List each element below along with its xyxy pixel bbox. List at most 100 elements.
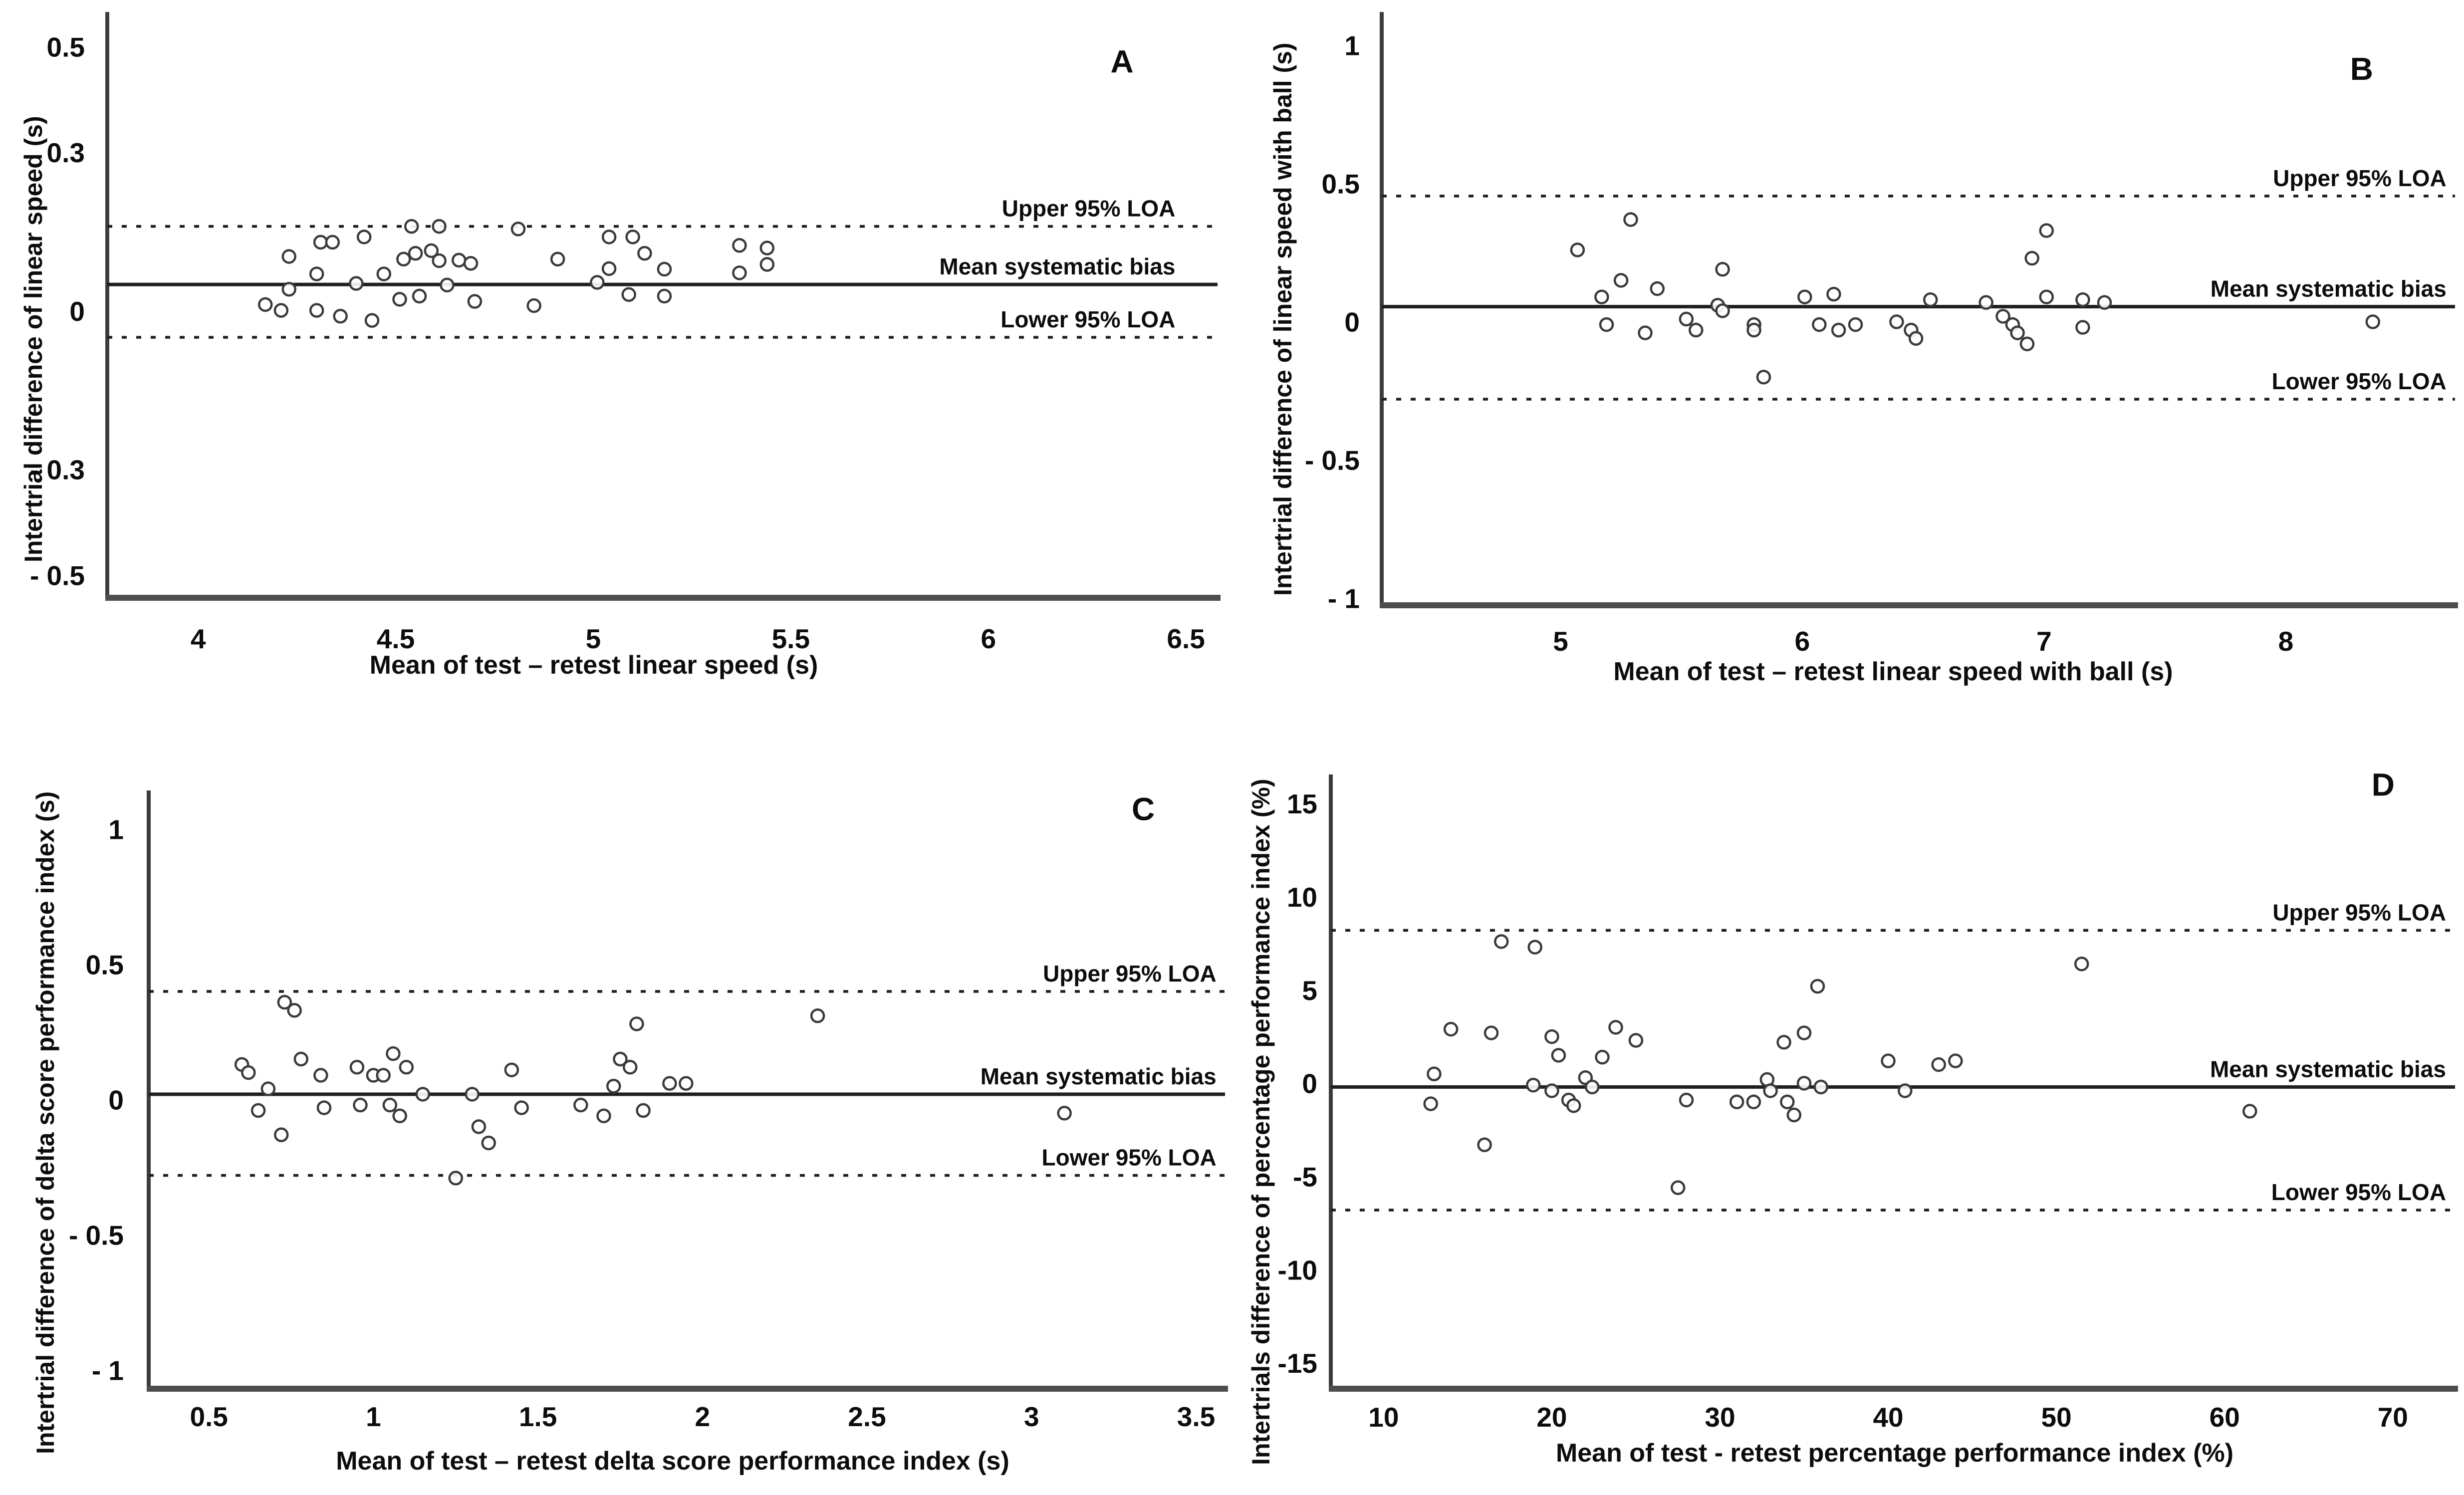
data-point xyxy=(287,1003,302,1018)
y-tick-label: 1 xyxy=(108,814,124,845)
data-point xyxy=(432,253,447,268)
x-tick-label: 10 xyxy=(1368,1402,1399,1433)
y-tick-label: - 1 xyxy=(1328,583,1360,614)
data-point xyxy=(514,1100,529,1115)
data-point xyxy=(364,313,380,328)
data-point xyxy=(1715,261,1730,277)
data-point xyxy=(2039,223,2054,238)
data-point xyxy=(621,287,636,302)
x-tick-label: 5 xyxy=(1553,626,1568,657)
data-point xyxy=(1623,212,1638,227)
y-tick-label: 0.5 xyxy=(86,949,124,980)
data-point xyxy=(662,1076,677,1091)
y-axis-spine xyxy=(1380,12,1384,605)
data-point xyxy=(412,288,427,304)
y-tick-label: 1 xyxy=(1344,30,1360,61)
data-point xyxy=(293,1051,309,1067)
data-point xyxy=(1763,1083,1778,1098)
data-point xyxy=(316,1100,332,1115)
data-point xyxy=(1544,1083,1559,1098)
y-tick-label: -5 xyxy=(1293,1162,1317,1193)
data-point xyxy=(1594,289,1609,304)
data-point xyxy=(1608,1020,1623,1035)
x-tick-label: 50 xyxy=(2041,1402,2072,1433)
x-axis-spine xyxy=(147,1386,1228,1392)
data-point xyxy=(550,251,565,267)
y-tick-label: 5 xyxy=(1302,975,1317,1006)
x-axis-spine xyxy=(105,595,1221,601)
data-point xyxy=(1628,1033,1644,1048)
panel-b-plot: Upper 95% LOA Mean systematic bias Lower 9… xyxy=(1305,12,2458,657)
data-point xyxy=(1848,317,1863,332)
data-point xyxy=(1494,934,1509,949)
data-point xyxy=(313,235,328,250)
data-point xyxy=(353,1097,368,1113)
data-point xyxy=(1566,1098,1581,1113)
data-point xyxy=(465,1087,480,1102)
x-tick-label: 7 xyxy=(2036,626,2052,657)
data-point xyxy=(273,303,289,318)
data-point xyxy=(349,276,364,291)
data-point xyxy=(2075,292,2090,307)
data-point xyxy=(1057,1106,1072,1121)
lower-loa-label: Lower 95% LOA xyxy=(2271,1179,2446,1205)
data-point xyxy=(1776,1034,1791,1050)
data-point xyxy=(382,1097,398,1113)
data-point xyxy=(759,257,775,272)
data-point xyxy=(1881,1053,1896,1068)
data-point xyxy=(1796,1076,1812,1091)
y-tick-label: 0.5 xyxy=(47,31,85,62)
panel-a-plot: Upper 95% LOA Mean systematic bias Lower 9… xyxy=(30,12,1221,654)
data-point xyxy=(1585,1079,1600,1095)
data-point xyxy=(1812,317,1827,332)
panel-a-y-axis-title: Intertrial difference of linear speed (s… xyxy=(19,116,47,563)
data-point xyxy=(1477,1137,1492,1152)
data-point xyxy=(679,1076,694,1091)
x-axis-spine xyxy=(1329,1386,2458,1392)
data-point xyxy=(636,1103,651,1118)
data-point xyxy=(573,1097,588,1113)
data-point xyxy=(415,1087,431,1102)
x-tick-label: 60 xyxy=(2210,1402,2240,1433)
data-point xyxy=(2365,314,2381,329)
panel-letter: B xyxy=(2350,51,2373,87)
data-point xyxy=(1978,295,1993,310)
data-point xyxy=(1831,322,1846,338)
x-tick-label: 20 xyxy=(1536,1402,1567,1433)
data-point xyxy=(471,1119,487,1134)
data-point xyxy=(463,256,479,271)
y-tick-label: -15 xyxy=(1278,1348,1318,1379)
data-point xyxy=(277,995,292,1010)
data-point xyxy=(1796,1025,1812,1040)
y-tick-label: 0 xyxy=(69,296,85,327)
data-point xyxy=(1908,331,1924,346)
data-point xyxy=(606,1078,621,1094)
data-point xyxy=(1780,1094,1795,1109)
data-point xyxy=(386,1046,401,1061)
y-tick-label: 0 xyxy=(108,1085,124,1116)
x-tick-label: 2 xyxy=(695,1401,711,1432)
mean-bias-label: Mean systematic bias xyxy=(2210,1056,2446,1082)
data-point xyxy=(399,1059,414,1075)
panel-letter: D xyxy=(2372,767,2395,803)
data-point xyxy=(622,1059,638,1075)
data-point xyxy=(1923,292,1938,307)
data-point xyxy=(1613,273,1629,288)
upper-loa-label: Upper 95% LOA xyxy=(2273,165,2447,191)
data-point xyxy=(1746,322,1761,338)
data-point xyxy=(732,265,747,280)
data-point xyxy=(349,1059,365,1075)
x-tick-label: 5.5 xyxy=(772,623,810,654)
data-point xyxy=(1826,286,1841,302)
data-point xyxy=(1813,1079,1828,1095)
data-point xyxy=(526,298,541,313)
panel-b-x-axis-title: Mean of test – retest linear speed with … xyxy=(1613,657,2173,686)
data-point xyxy=(376,1068,391,1083)
y-tick-label: - 0.5 xyxy=(30,560,85,591)
y-axis-spine xyxy=(1329,774,1333,1388)
x-tick-label: 6 xyxy=(981,623,996,654)
x-axis-spine xyxy=(1380,602,2458,608)
panel-c-y-axis-title: Intertrial difference of delta score per… xyxy=(31,791,59,1455)
y-tick-label: - 0.5 xyxy=(69,1220,124,1251)
